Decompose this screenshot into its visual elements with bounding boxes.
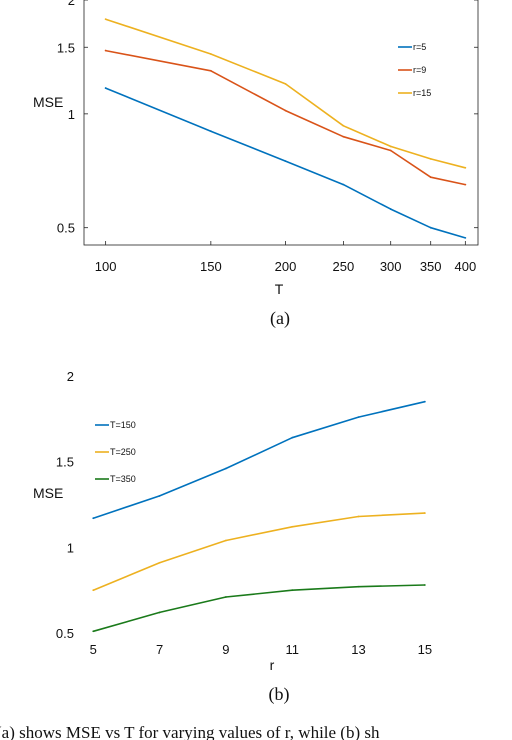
data-point — [92, 517, 95, 520]
series-line-t-150 — [93, 400, 425, 519]
data-point — [209, 130, 212, 133]
x-tick-label: 200 — [275, 259, 297, 274]
data-point — [284, 160, 287, 163]
x-tick-label: 7 — [156, 642, 163, 657]
data-point — [104, 18, 107, 21]
data-point — [224, 596, 227, 598]
y-tick-label: 1 — [67, 540, 74, 555]
data-point — [389, 149, 392, 152]
data-point — [423, 512, 426, 514]
x-axis-label: r — [270, 657, 275, 673]
data-point — [104, 49, 107, 52]
data-point — [357, 515, 360, 518]
y-axis-label: MSE — [33, 485, 63, 501]
legend-entry: r=15 — [413, 88, 431, 98]
data-point — [342, 124, 345, 127]
chart-a: 100 150 200 250 300 350 400 0.5 1 1.5 2 T MSE r=5 r=9 r… — [33, 0, 479, 329]
x-tick-label: 150 — [200, 259, 222, 274]
y-tick-label: 2 — [67, 369, 74, 384]
figure-caption: (a) shows MSE vs T for varying values of… — [0, 723, 380, 740]
data-point — [224, 467, 227, 470]
subfigure-caption: (b) — [269, 684, 290, 705]
data-point — [357, 585, 360, 588]
y-tick-label: 2 — [68, 0, 75, 8]
plot-frame — [83, 0, 479, 246]
y-tick-label: 0.5 — [56, 626, 74, 641]
data-point — [291, 589, 294, 592]
legend-entry: T=350 — [110, 474, 136, 484]
data-point — [284, 83, 287, 85]
x-tick-label: 15 — [418, 642, 432, 657]
legend-entry: T=150 — [110, 420, 136, 430]
y-tick-label: 0.5 — [57, 221, 75, 236]
data-point — [389, 208, 392, 210]
x-tick-label: 300 — [380, 259, 402, 274]
y-axis-label: MSE — [33, 94, 63, 110]
x-tick-label: 250 — [333, 259, 355, 274]
x-axis-label: T — [275, 281, 284, 297]
data-point — [423, 584, 426, 586]
data-point — [389, 145, 392, 148]
legend-entry: r=5 — [413, 42, 426, 52]
data-point — [429, 176, 432, 179]
data-point — [224, 539, 227, 542]
data-point — [291, 436, 294, 439]
data-point — [158, 611, 161, 614]
series-line-t-350 — [93, 584, 425, 633]
data-point — [464, 236, 467, 239]
data-point — [104, 87, 107, 89]
data-point — [92, 589, 95, 592]
data-point — [464, 183, 467, 186]
x-tick-label: 13 — [351, 642, 365, 657]
data-point — [342, 135, 345, 138]
data-point — [429, 158, 432, 160]
data-point — [429, 226, 432, 229]
x-tick-label: 100 — [95, 259, 117, 274]
data-point — [357, 416, 360, 419]
data-point — [342, 183, 345, 186]
x-tick-label: 350 — [420, 259, 442, 274]
data-point — [464, 166, 467, 169]
legend-entry: T=250 — [110, 447, 136, 457]
x-tick-label: 11 — [285, 642, 299, 657]
y-tick-label: 1.5 — [57, 40, 75, 55]
data-point — [423, 400, 426, 403]
y-tick-label: 1 — [68, 107, 75, 122]
data-point — [209, 69, 212, 72]
chart-b: 5 7 9 11 13 15 0.5 1 1.5 2 r MSE T=150 T=250 T=350 (b) — [33, 369, 432, 705]
data-point — [158, 561, 161, 564]
data-point — [158, 495, 161, 497]
data-point — [284, 109, 287, 112]
data-point — [291, 525, 294, 528]
subfigure-caption: (a) — [270, 308, 290, 329]
y-tick-label: 1.5 — [56, 455, 74, 470]
legend-entry: r=9 — [413, 65, 426, 75]
x-tick-label: 400 — [454, 259, 476, 274]
series-line-t-250 — [92, 512, 425, 591]
x-tick-label: 9 — [222, 642, 229, 657]
data-point — [209, 53, 212, 55]
x-tick-label: 5 — [90, 642, 97, 657]
data-point — [92, 630, 95, 633]
